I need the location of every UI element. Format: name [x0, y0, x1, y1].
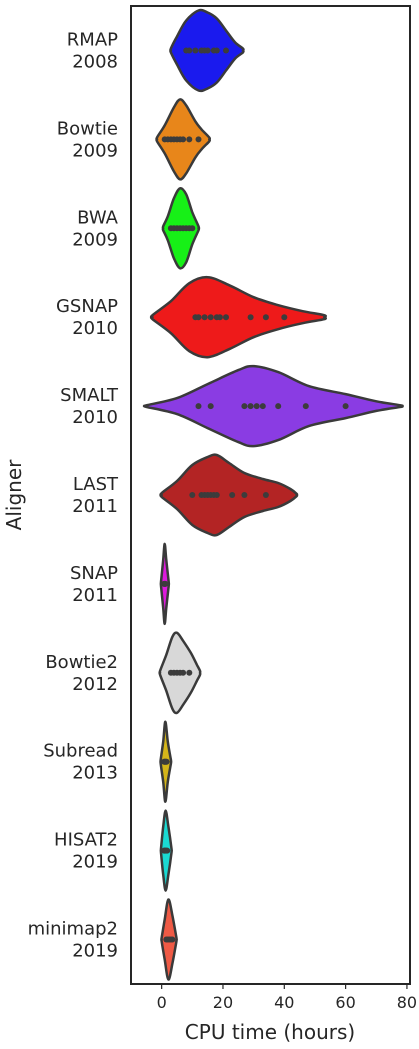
category-year: 2010 [72, 318, 118, 339]
category-year: 2019 [72, 852, 118, 873]
point-last-7 [229, 492, 236, 498]
point-rmap-1 [186, 47, 193, 54]
category-year: 2010 [72, 407, 118, 428]
category-label-smalt: SMALT 2010 [60, 385, 119, 428]
point-bwa-7 [189, 225, 196, 232]
point-snap-3 [162, 580, 169, 587]
point-bowtie2-5 [186, 669, 193, 676]
category-name: Bowtie [57, 118, 118, 139]
point-rmap-5 [204, 47, 211, 54]
point-last-9 [262, 492, 269, 498]
violin-layer [142, 8, 404, 981]
category-name: RMAP [67, 30, 118, 51]
violin-last [159, 453, 299, 537]
category-name: Bowtie2 [45, 652, 118, 673]
x-tick-label: 0 [157, 993, 167, 1012]
point-smalt-3 [247, 403, 254, 410]
category-name: HISAT2 [54, 830, 118, 851]
point-smalt-1 [207, 403, 214, 410]
point-gsnap-3 [207, 314, 214, 321]
point-gsnap-7 [247, 314, 254, 321]
category-year: 2013 [72, 763, 118, 784]
point-last-8 [241, 492, 248, 498]
point-gsnap-9 [281, 314, 288, 321]
point-bowtie-8 [195, 136, 202, 143]
plot-frame [130, 5, 411, 985]
x-axis-ticks: 0 20 40 60 80 [157, 984, 417, 1012]
point-smalt-4 [253, 403, 260, 410]
x-tick-label: 80 [397, 993, 417, 1012]
category-name: SMALT [60, 385, 119, 406]
point-gsnap-6 [223, 314, 229, 321]
category-label-snap: SNAP 2011 [70, 563, 118, 606]
point-subread-4 [163, 758, 170, 765]
category-name: LAST [73, 474, 119, 495]
category-name: SNAP [70, 563, 118, 584]
point-bowtie-7 [186, 136, 193, 143]
category-label-gsnap: GSNAP 2010 [56, 296, 118, 339]
category-year: 2009 [72, 140, 118, 161]
point-minimap2-4 [169, 936, 176, 943]
point-smalt-8 [342, 403, 349, 410]
point-bowtie-6 [180, 136, 187, 143]
category-name: BWA [77, 207, 119, 228]
point-smalt-6 [275, 403, 282, 410]
category-year: 2019 [72, 941, 118, 962]
category-label-subread: Subread 2013 [43, 741, 118, 784]
point-last-6 [213, 492, 220, 498]
category-label-hisat2: HISAT2 2019 [54, 830, 118, 873]
category-label-minimap2: minimap2 2019 [28, 919, 118, 962]
point-gsnap-5 [216, 314, 223, 321]
category-label-bwa: BWA 2009 [72, 207, 118, 250]
category-label-last: LAST 2011 [72, 474, 119, 517]
y-axis-title: Aligner [2, 459, 26, 530]
point-rmap-8 [223, 47, 229, 54]
violin-smalt [142, 364, 404, 448]
category-name: minimap2 [28, 919, 118, 940]
point-smalt-0 [195, 403, 202, 410]
category-year: 2008 [72, 52, 118, 73]
category-label-bowtie: Bowtie 2009 [57, 118, 118, 161]
category-year: 2012 [72, 674, 118, 695]
point-last-0 [189, 492, 196, 498]
point-gsnap-8 [262, 314, 269, 321]
category-year: 2011 [72, 496, 118, 517]
point-smalt-2 [241, 403, 248, 410]
category-label-bowtie2: Bowtie2 2012 [45, 652, 118, 695]
category-label-rmap: RMAP 2008 [67, 30, 118, 73]
violin-gsnap [149, 275, 327, 359]
category-year: 2011 [72, 585, 118, 606]
point-rmap-7 [213, 47, 220, 54]
point-smalt-5 [259, 403, 266, 410]
category-name: GSNAP [56, 296, 118, 317]
x-axis-title: CPU time (hours) [185, 1020, 355, 1044]
point-gsnap-2 [201, 314, 208, 321]
point-hisat2-4 [164, 847, 171, 854]
x-tick-label: 20 [213, 993, 233, 1012]
point-smalt-7 [302, 403, 309, 410]
point-bowtie2-4 [180, 669, 187, 676]
category-name: Subread [43, 741, 118, 762]
category-year: 2009 [72, 229, 118, 250]
point-rmap-2 [192, 47, 199, 54]
point-gsnap-1 [195, 314, 202, 321]
x-tick-label: 60 [335, 993, 355, 1012]
x-tick-label: 40 [274, 993, 294, 1012]
